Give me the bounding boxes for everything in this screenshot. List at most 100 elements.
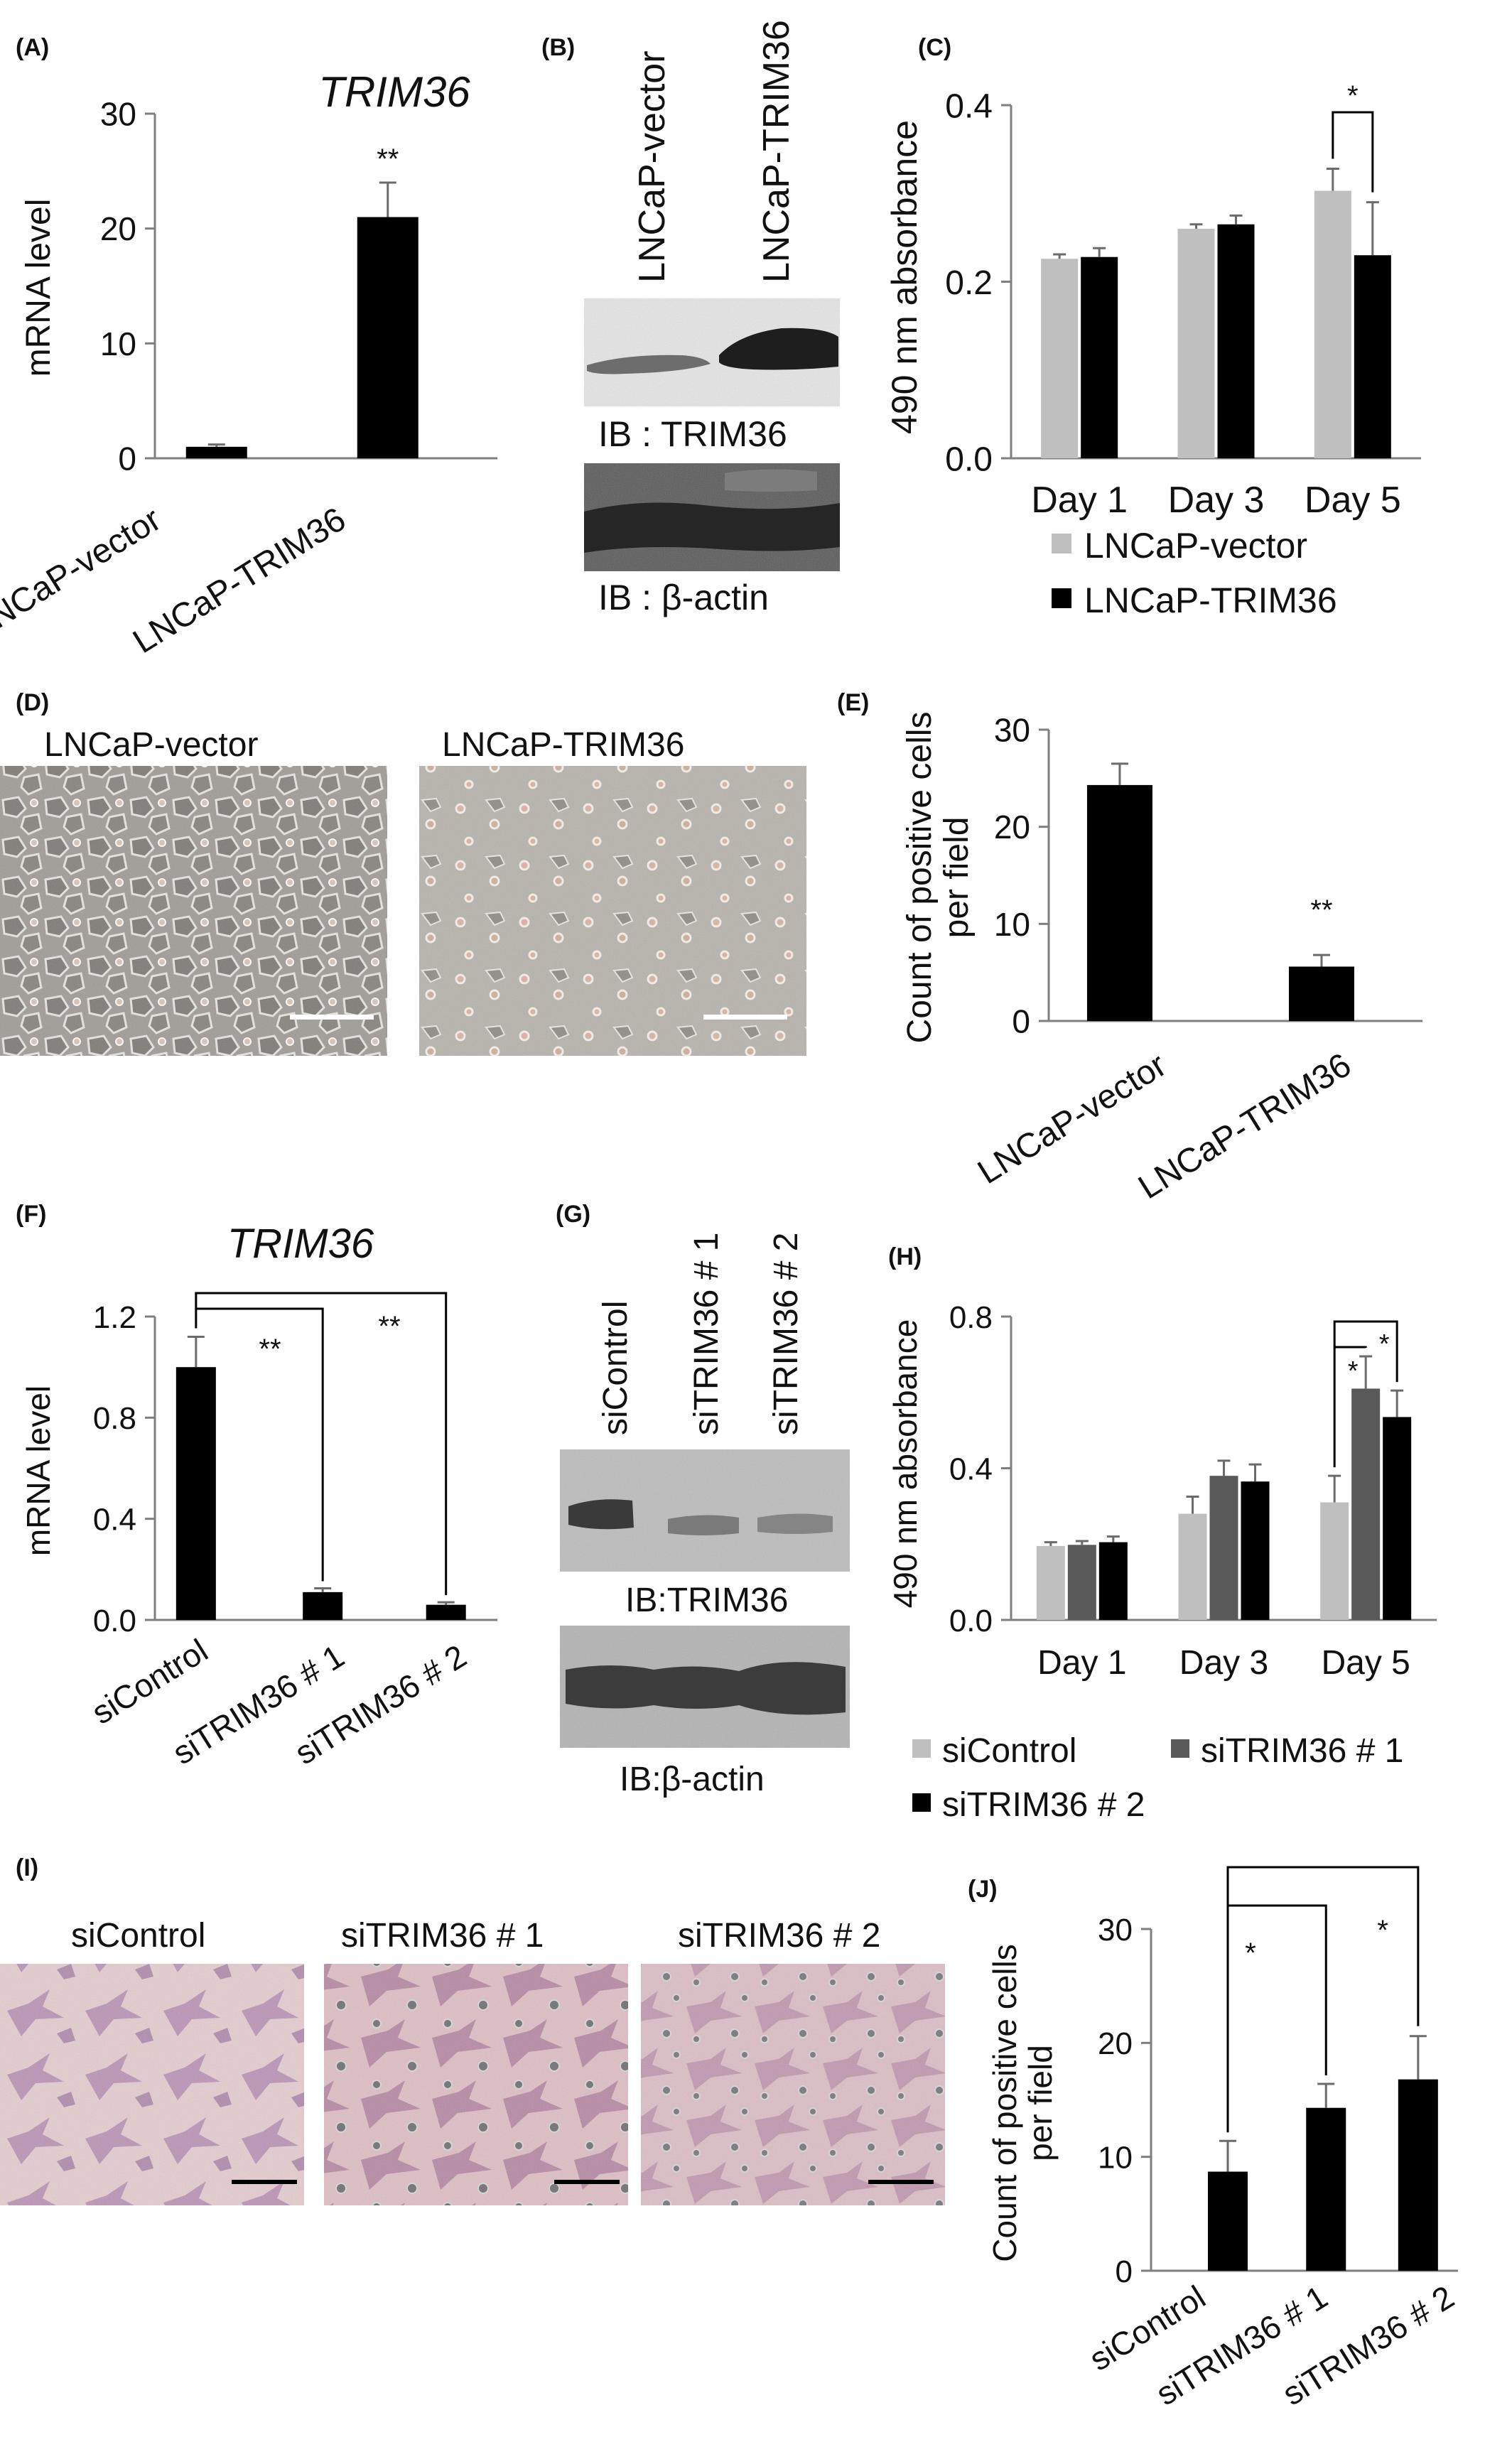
x-tick-label: Day 5 xyxy=(1305,480,1401,521)
x-tick-label: Day 5 xyxy=(1321,1644,1410,1682)
y-tick-label: 0.0 xyxy=(945,441,993,478)
bar-3 xyxy=(1098,1542,1128,1620)
image-i-label-sicontrol: siControl xyxy=(71,1917,205,1955)
y-tick-label: 1.2 xyxy=(93,1300,136,1335)
y-tick-label: 30 xyxy=(100,96,136,133)
image-i-label-si2: siTRIM36 # 2 xyxy=(678,1917,880,1955)
images-d: LNCaP-vector LNCaP-TRIM36 xyxy=(0,726,806,1056)
significance-bracket xyxy=(1333,1320,1398,1468)
legend-swatch xyxy=(1171,1739,1189,1758)
bar-3 xyxy=(426,1604,466,1620)
image-d-label-vector: LNCaP-vector xyxy=(44,726,258,764)
blot-b-lane-1: LNCaP-vector xyxy=(632,50,673,283)
image-i-label-si1: siTRIM36 # 1 xyxy=(341,1917,544,1955)
y-axis-label: mRNA level xyxy=(20,1385,57,1556)
blot-b-label-actin: IB : β-actin xyxy=(598,578,769,617)
y-axis-label: 490 nm absorbance xyxy=(885,120,924,434)
significance-label: ** xyxy=(377,144,399,175)
blot-g-lane-1: siControl xyxy=(597,1301,634,1435)
y-tick-label: 30 xyxy=(1098,1913,1133,1947)
bar-1 xyxy=(176,1367,216,1620)
chart-title: TRIM36 xyxy=(227,1221,374,1267)
legend-label: LNCaP-TRIM36 xyxy=(1084,580,1337,620)
panel-label-a: (A) xyxy=(16,34,49,61)
significance-bracket xyxy=(1228,1904,1327,2076)
panel-label-j: (J) xyxy=(968,1876,998,1903)
significance-bracket xyxy=(1226,1866,1420,2133)
legend-swatch xyxy=(1052,588,1071,608)
significance-label: * xyxy=(1245,1938,1256,1969)
bar-1 xyxy=(1041,259,1079,458)
legend-swatch xyxy=(912,1739,931,1758)
panel-label-d: (D) xyxy=(16,689,49,716)
blot-g-trim36-band-sicontrol xyxy=(568,1499,634,1530)
blot-g-label-trim36: IB:TRIM36 xyxy=(625,1582,788,1619)
x-tick-label: Day 1 xyxy=(1037,1644,1126,1682)
images-i: siControl siTRIM36 # 1 siTRIM36 # 2 xyxy=(0,1917,945,2205)
y-tick-label: 0.4 xyxy=(93,1503,136,1538)
panel-label-f: (F) xyxy=(16,1201,46,1228)
scale-bar xyxy=(868,2180,934,2184)
significance-bracket xyxy=(1334,1346,1367,1349)
x-tick-label: Day 3 xyxy=(1179,1644,1268,1682)
blot-g: siControl siTRIM36 # 1 siTRIM36 # 2 IB:T… xyxy=(560,1233,850,1798)
panel-label-e: (E) xyxy=(837,689,869,716)
y-tick-label: 0.4 xyxy=(945,87,993,125)
scale-bar xyxy=(232,2180,297,2184)
bar-1 xyxy=(1036,1545,1065,1620)
bar-1 xyxy=(1177,228,1215,458)
y-tick-label: 0.0 xyxy=(93,1604,136,1638)
blot-g-lane-3: siTRIM36 # 2 xyxy=(767,1233,805,1435)
bar-2 xyxy=(1217,224,1255,458)
y-tick-label: 0 xyxy=(118,441,136,477)
bar-3 xyxy=(1241,1481,1270,1620)
blot-b-trim36-band-vector xyxy=(587,355,711,374)
panel-label-b: (B) xyxy=(541,34,575,61)
y-tick-label: 10 xyxy=(100,325,136,362)
bar-2 xyxy=(357,217,418,458)
significance-bracket xyxy=(1332,111,1374,193)
panel-label-g: (G) xyxy=(556,1201,590,1228)
x-tick-label: Day 1 xyxy=(1031,480,1128,521)
chart-title: TRIM36 xyxy=(318,68,470,116)
bar-3 xyxy=(1383,1417,1412,1620)
bar-1 xyxy=(1178,1513,1207,1620)
bar-2 xyxy=(1081,256,1118,458)
bar-2 xyxy=(303,1592,343,1620)
bar-2 xyxy=(1067,1545,1096,1620)
y-axis-label: Count of positive cellsper field xyxy=(901,712,976,1044)
bar-2 xyxy=(1354,255,1391,458)
y-tick-label: 0 xyxy=(1116,2254,1133,2289)
blot-b-lane-2: LNCaP-TRIM36 xyxy=(756,20,797,283)
significance-label: ** xyxy=(1310,895,1332,926)
bar-1 xyxy=(1086,784,1152,1021)
scale-bar xyxy=(290,1015,374,1020)
legend-label: siTRIM36 # 1 xyxy=(1201,1732,1403,1770)
scale-bar xyxy=(554,2180,620,2184)
bar-1 xyxy=(185,446,247,458)
legend-label: siControl xyxy=(942,1732,1076,1770)
y-tick-label: 0.8 xyxy=(93,1401,136,1436)
significance-label: * xyxy=(1379,1329,1390,1359)
y-tick-label: 0.0 xyxy=(949,1604,993,1638)
y-axis-label: mRNA level xyxy=(20,199,58,377)
bar-2 xyxy=(1351,1388,1381,1620)
blot-b-trim36-band-trim36 xyxy=(719,328,838,370)
significance-bracket xyxy=(195,1292,448,1596)
y-axis-label: 490 nm absorbance xyxy=(887,1319,924,1609)
blot-g-actin-band xyxy=(566,1662,846,1715)
blot-b: LNCaP-vector LNCaP-TRIM36 IB : TRIM36 IB… xyxy=(584,20,840,617)
blot-g-label-actin: IB:β-actin xyxy=(620,1761,765,1798)
blot-b-actin-band xyxy=(584,502,840,553)
bar-1 xyxy=(1314,190,1351,458)
panel-label-c: (C) xyxy=(918,34,951,61)
y-tick-label: 10 xyxy=(994,906,1030,943)
y-tick-label: 0 xyxy=(1012,1003,1030,1040)
chart-h: 0.0 0.4 0.8 490 nm absorbance Day 1 Day 3 Day … xyxy=(887,1300,1437,1824)
x-tick-label: siControl xyxy=(85,1631,214,1731)
significance-bracket xyxy=(195,1307,324,1582)
